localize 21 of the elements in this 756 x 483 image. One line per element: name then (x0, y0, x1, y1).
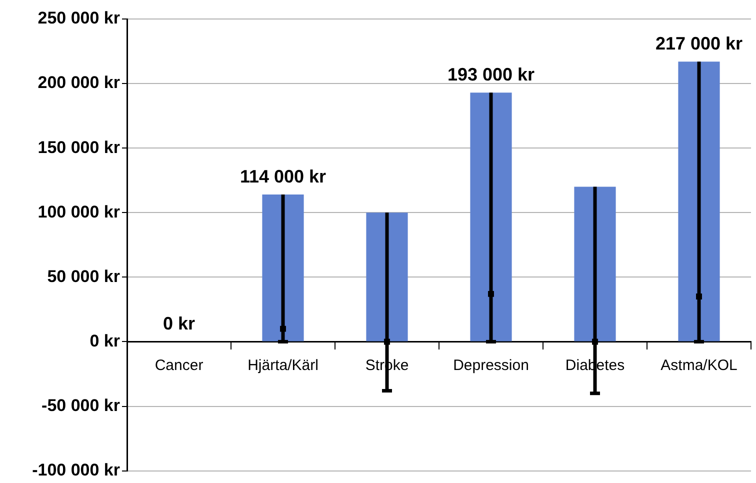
data-label: 193 000 kr (447, 64, 535, 85)
y-tick-label: -100 000 kr (32, 460, 120, 480)
bar (366, 212, 408, 342)
y-tick-label: 50 000 kr (47, 266, 120, 286)
bar (574, 186, 616, 342)
x-tick-label: Depression (453, 356, 529, 374)
y-tick-label: 0 kr (90, 331, 120, 350)
y-tick-label: -50 000 kr (42, 396, 120, 415)
data-label: 0 kr (162, 314, 196, 334)
data-label: 114 000 kr (240, 166, 326, 187)
bar (470, 92, 512, 342)
bar (262, 194, 304, 342)
x-tick-label: Astma/KOL (660, 356, 738, 374)
x-tick-label: Cancer (154, 356, 204, 374)
y-tick-label: 150 000 kr (38, 138, 120, 157)
bar (678, 62, 720, 342)
y-tick-label: 200 000 kr (38, 73, 120, 92)
x-tick-label: Hjärta/Kärl (248, 356, 318, 374)
y-tick-label: 250 000 kr (38, 8, 120, 28)
y-tick-label: 100 000 kr (38, 202, 120, 222)
data-label: 217 000 kr (655, 34, 743, 54)
